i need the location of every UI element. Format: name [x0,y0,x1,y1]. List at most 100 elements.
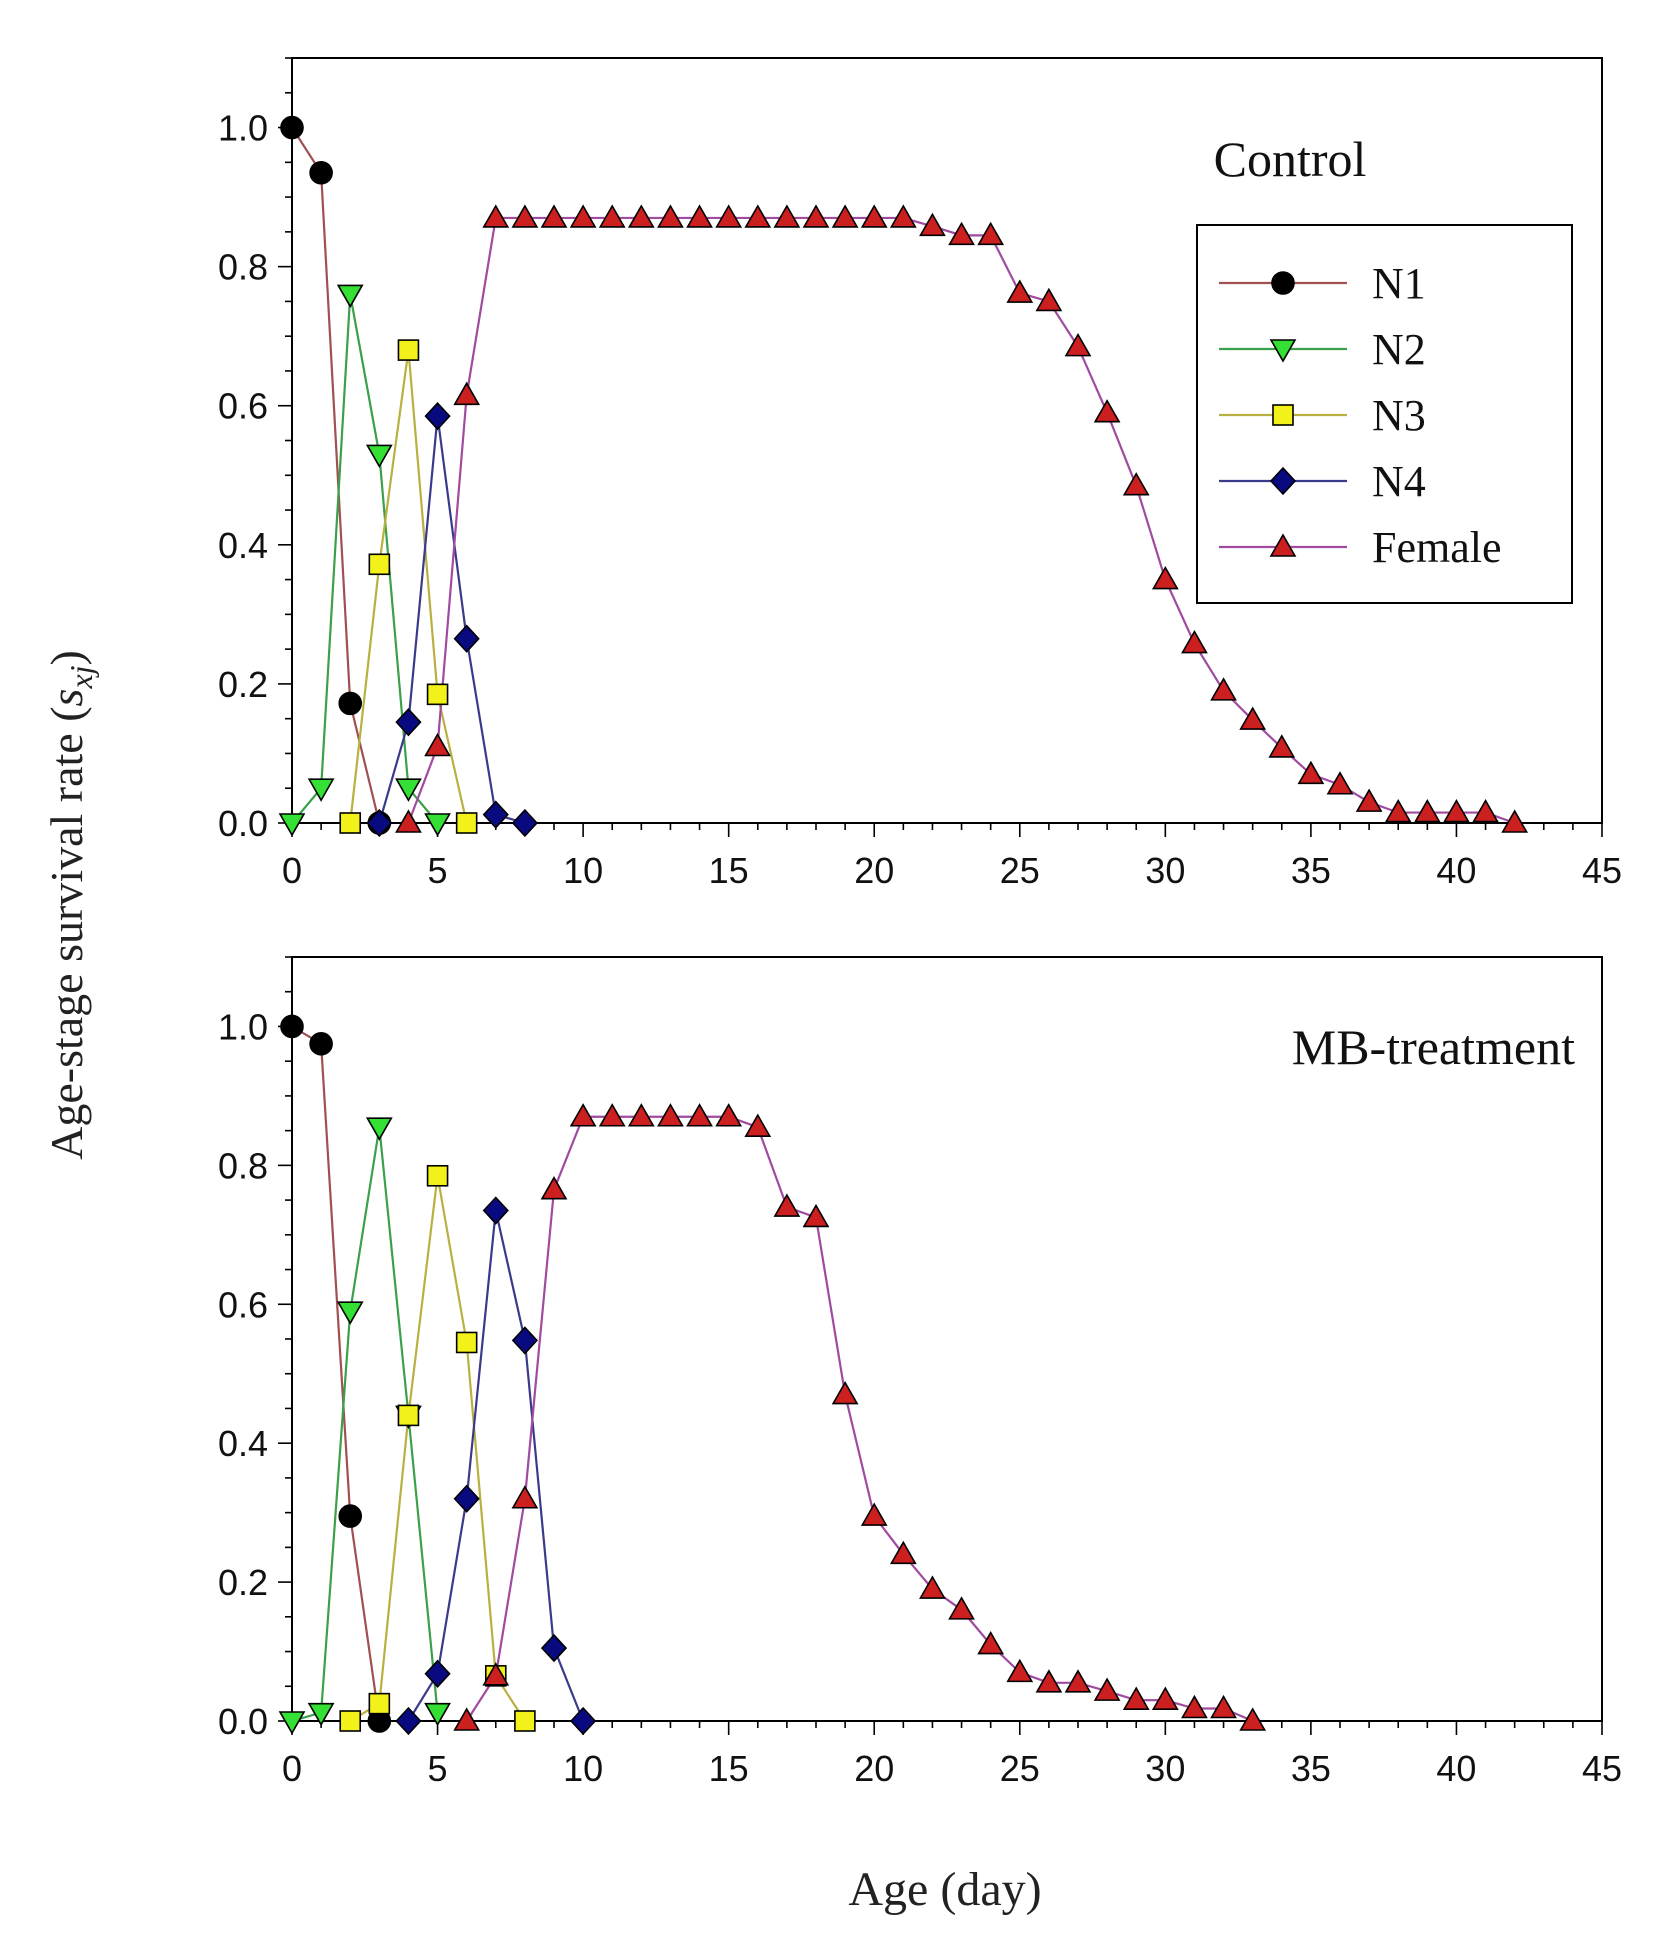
y-tick-label: 0.8 [218,1145,268,1186]
x-tick-label: 15 [709,850,749,891]
point-female [1064,1669,1092,1693]
y-tick-label: 0.2 [218,1562,268,1603]
point-female [1151,565,1179,590]
point-female [1268,734,1296,758]
point-n2 [395,778,422,802]
x-tick-label: 15 [709,1748,749,1789]
x-tick-label: 30 [1145,850,1185,891]
point-n2 [307,1702,335,1727]
point-female [1443,798,1470,823]
point-female [744,204,772,228]
point-n3 [339,1710,362,1732]
y-tick-label: 0.6 [218,1284,268,1325]
point-female [1181,629,1208,654]
point-n4 [511,808,538,838]
series-line-n1 [291,126,381,824]
point-n4 [570,1706,597,1736]
point-female [744,1113,772,1137]
x-tick-label: 5 [428,1748,448,1789]
legend-label-n1: N1 [1372,259,1426,308]
point-n1 [280,1014,304,1039]
point-n2 [424,813,451,837]
x-tick-label: 5 [428,850,448,891]
x-tick-label: 20 [854,850,894,891]
point-n4 [395,707,422,737]
point-n3 [514,1710,536,1732]
point-female [424,732,451,757]
point-female [1326,771,1354,795]
legend-label-n4: N4 [1372,457,1426,506]
point-female [569,1103,597,1127]
point-female [773,204,801,228]
point-n2 [336,1301,364,1325]
point-n1 [280,115,304,140]
y-tick-label: 0.8 [218,247,268,288]
x-axis-label: Age (day) [848,1863,1041,1916]
point-female [831,1380,859,1405]
y-tick-label: 0.6 [218,386,268,427]
point-n1 [338,691,363,716]
point-female [715,1103,743,1127]
point-female [1384,798,1412,823]
point-female [627,204,655,228]
point-n4 [366,808,393,838]
point-n2 [365,444,393,469]
point-n4 [453,1484,480,1513]
point-female [511,1485,539,1509]
point-n3 [426,1164,449,1187]
point-female [1181,1694,1208,1719]
point-female [1210,1694,1237,1719]
point-female [773,1193,801,1217]
point-female [1122,472,1150,496]
point-female [1210,677,1237,701]
point-n1 [309,160,333,185]
control-panel: 0.0 0.2 0.4 0.6 0.8 1.0 0 5 10 15 20 25 30 35 40 45 Cont… [218,57,1622,891]
x-tick-label: 35 [1291,1748,1331,1789]
y-axis-label-subscript: xj [63,665,99,689]
legend-label-n3: N3 [1372,391,1426,440]
point-female [1064,333,1092,357]
point-female [1122,1686,1150,1710]
point-female [1035,287,1063,312]
point-female [1472,798,1499,823]
y-tick-label: 1.0 [218,108,268,149]
point-n2 [336,284,364,309]
point-n3 [368,553,391,576]
y-tick-label: 0.2 [218,664,268,705]
point-n1 [309,1032,333,1056]
point-n1 [338,1504,363,1528]
point-female [831,204,859,228]
point-n4 [453,624,480,653]
mb-treatment-panel: 0.0 0.2 0.4 0.6 0.8 1.0 0 5 10 15 20 25 30 35 40 45 MB-t… [218,956,1622,1789]
point-female [889,1540,917,1565]
point-female [540,204,568,228]
point-n3 [339,812,362,834]
point-female [919,212,946,237]
y-axis-label-symbol: s [41,689,92,707]
point-female [657,1103,684,1127]
point-female [1239,706,1267,730]
legend-marker-n1 [1271,271,1295,295]
point-female [540,1176,568,1200]
point-female [1093,399,1121,423]
point-female [511,204,539,228]
point-female [1501,809,1529,833]
x-tick-label: 20 [854,1748,894,1789]
panel-title: MB-treatment [1292,1019,1575,1075]
point-female [627,1103,655,1127]
y-tick-label: 0.4 [218,1423,268,1464]
x-tick-label: 0 [282,1748,302,1789]
point-female [802,204,830,228]
x-tick-label: 40 [1436,1748,1476,1789]
legend-marker-female [1269,533,1297,557]
legend-marker-n2 [1269,339,1297,363]
point-n3 [455,1331,478,1354]
point-female [453,381,481,406]
point-n3 [397,1404,420,1427]
point-n4 [511,1326,538,1355]
x-tick-label: 45 [1582,1748,1622,1789]
point-female [598,204,626,228]
x-tick-label: 10 [563,850,603,891]
x-tick-label: 10 [563,1748,603,1789]
point-female [860,1502,888,1526]
